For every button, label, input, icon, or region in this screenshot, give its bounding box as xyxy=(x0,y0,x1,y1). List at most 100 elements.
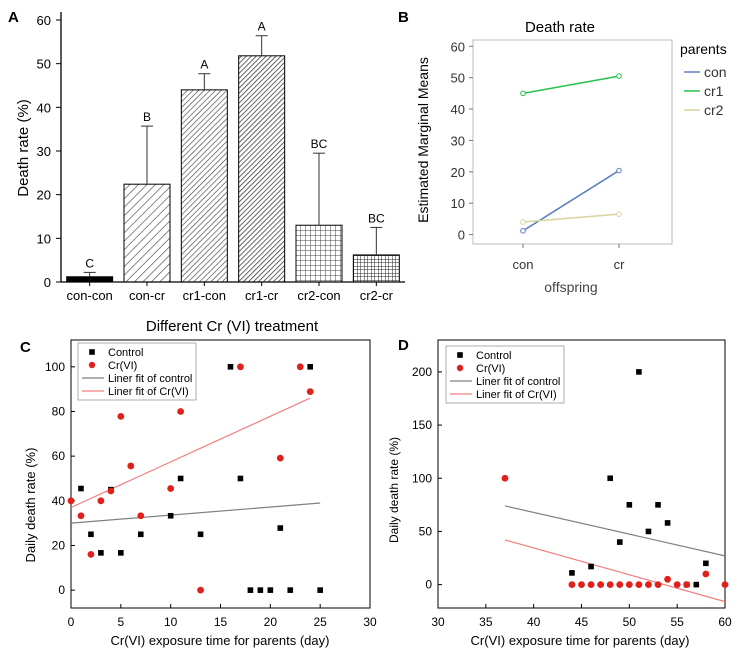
panel-a-significance-letter: BC xyxy=(368,211,385,225)
panel-d-ylabel: Daily death rate (%) xyxy=(387,437,401,543)
panel-b-series-line xyxy=(522,213,620,223)
panel-c-crvi-point xyxy=(197,586,204,594)
panel-c-control-point xyxy=(197,531,204,538)
panel-c-control-point xyxy=(167,512,174,519)
panel-a-x-tick-label: con-con xyxy=(67,288,113,303)
panel-a-x-tick-label: cr2-con xyxy=(297,288,340,303)
panel-c-legend-swatch xyxy=(88,361,96,369)
panel-b-x-tick-label: con xyxy=(513,257,534,272)
panel-c-fit-line xyxy=(70,397,311,509)
panel-d-crvi-point xyxy=(702,570,710,578)
panel-d-crvi-point xyxy=(645,581,652,589)
panel-c-control-point xyxy=(247,587,254,593)
panel-c-x-tick-label: 0 xyxy=(68,615,75,629)
panel-a-significance-letter: BC xyxy=(311,137,328,151)
panel-b-legend-label: con xyxy=(704,64,727,80)
panel-letter-d: D xyxy=(398,337,409,354)
panel-b-legend-title: parents xyxy=(680,41,727,57)
panel-c-y-tick-label: 80 xyxy=(52,404,66,418)
panel-c-legend-swatch xyxy=(89,349,95,355)
panel-b-series-line xyxy=(522,75,620,95)
panel-c-crvi-point xyxy=(177,408,185,415)
panel-d-x-tick-label: 50 xyxy=(623,615,637,629)
panel-b-ylabel: Estimated Marginal Means xyxy=(415,57,431,223)
panel-c-legend-label: Liner fit of Cr(VI) xyxy=(108,386,189,398)
panel-d-crvi-point xyxy=(625,581,633,589)
panel-d-control-point xyxy=(569,570,575,576)
panel-c-control-point xyxy=(118,550,124,556)
panel-c-crvi-point xyxy=(306,388,314,395)
panel-c-control-point xyxy=(237,475,244,482)
panel-c-y-tick-label: 20 xyxy=(52,538,66,552)
panel-a-significance-letter: B xyxy=(143,110,151,124)
panel-a-y-tick-label: 50 xyxy=(37,57,51,72)
panel-a-y-tick-label: 10 xyxy=(37,231,51,246)
panel-d-control-point xyxy=(616,539,623,545)
panel-b-series-point xyxy=(520,228,526,234)
panel-a-y-tick-label: 20 xyxy=(37,188,51,203)
panel-d-legend-label: Control xyxy=(476,350,511,362)
panel-a-y-tick-label: 30 xyxy=(37,144,51,159)
panel-a-bar xyxy=(66,276,114,283)
panel-d-control-point xyxy=(588,563,594,570)
panel-a-bar xyxy=(295,224,343,283)
panel-b-y-tick-label: 40 xyxy=(451,102,465,117)
panel-c-crvi-point xyxy=(276,454,284,462)
panel-d-y-tick-label: 150 xyxy=(412,418,432,432)
panel-a-bar xyxy=(180,89,228,283)
panel-b-series-point xyxy=(520,90,526,97)
panel-d-x-tick-label: 45 xyxy=(575,615,589,629)
panel-c-control-point xyxy=(257,587,264,593)
panel-a-x-tick-label: cr2-cr xyxy=(360,288,394,303)
panel-a-bar xyxy=(123,183,171,283)
panel-b-series-point xyxy=(520,219,526,225)
panel-c-legend-label: Cr(VI) xyxy=(108,360,137,372)
panel-d-crvi-point xyxy=(616,581,624,589)
panel-d-fit-line xyxy=(504,539,726,603)
panel-c-control-point xyxy=(137,531,144,538)
panel-d-x-tick-label: 30 xyxy=(431,615,445,629)
panel-b-series-line xyxy=(522,169,620,232)
panel-a-significance-letter: A xyxy=(200,58,208,72)
panel-c-control-point xyxy=(227,364,234,370)
panel-d-control-point xyxy=(693,581,700,588)
panel-c-control-point xyxy=(88,531,94,538)
panel-d-y-tick-label: 200 xyxy=(412,365,432,379)
panel-b-y-tick-label: 10 xyxy=(451,196,465,211)
panel-b-legend-label: cr1 xyxy=(704,83,724,99)
panel-c-control-point xyxy=(98,550,104,556)
panel-c-legend-label: Liner fit of control xyxy=(108,373,192,385)
panel-b-series-point xyxy=(616,211,622,217)
panel-c-crvi-point xyxy=(107,487,115,495)
panel-d-xlabel: Cr(VI) exposure time for parents (day) xyxy=(471,633,690,648)
panel-c-control-point xyxy=(78,485,84,492)
panel-c-x-tick-label: 30 xyxy=(363,615,377,629)
panel-c-y-tick-label: 100 xyxy=(45,360,65,374)
panel-a-y-tick-label: 40 xyxy=(37,100,51,115)
panel-c-crvi-point xyxy=(77,512,85,520)
panel-b-y-tick-label: 60 xyxy=(451,39,465,54)
panel-c-control-point xyxy=(317,587,323,593)
panel-d-fit-line xyxy=(504,505,726,557)
panel-b-legend-label: cr2 xyxy=(704,102,724,118)
panel-c-crvi-point xyxy=(127,462,135,470)
panel-a-x-tick-label: cr1-cr xyxy=(245,288,279,303)
panel-c-crvi-point xyxy=(87,551,95,558)
panel-a-x-tick-label: con-cr xyxy=(129,288,166,303)
panel-c-x-tick-label: 10 xyxy=(164,615,178,629)
panel-d-control-point xyxy=(636,369,642,375)
panel-d-crvi-point xyxy=(664,575,671,583)
panel-d-control-point xyxy=(664,520,671,526)
panel-d-control-point xyxy=(645,528,652,535)
panel-c-ylabel: Daily death rate (%) xyxy=(23,448,38,563)
panel-d-x-tick-label: 55 xyxy=(670,615,684,629)
panel-b-series-point xyxy=(616,167,622,174)
panel-d-legend-label: Liner fit of control xyxy=(476,376,560,388)
panel-c-crvi-point xyxy=(97,497,105,505)
panel-c-control-point xyxy=(307,364,313,370)
panel-d-legend-label: Cr(VI) xyxy=(476,363,505,375)
panel-c-x-tick-label: 20 xyxy=(264,615,278,629)
panel-c-crvi-point xyxy=(117,412,125,420)
panel-b-title: Death rate xyxy=(525,19,595,36)
